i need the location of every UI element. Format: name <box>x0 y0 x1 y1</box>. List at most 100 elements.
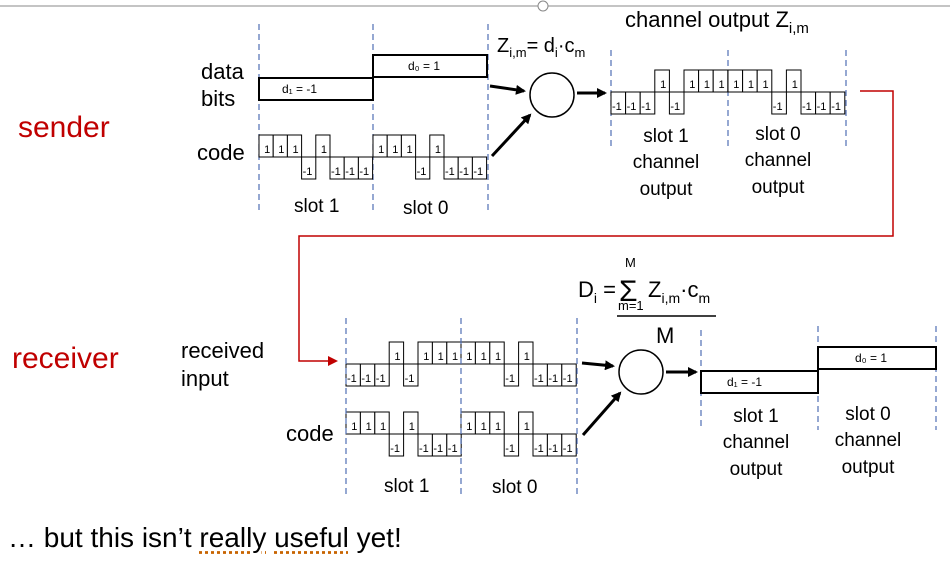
receiver-output-slot0-label: slot 0 channel output <box>835 404 902 478</box>
chip-value: 1 <box>293 144 299 156</box>
chip-value: 1 <box>660 79 666 91</box>
receiver-code-arrow <box>581 391 622 436</box>
chip-value: 1 <box>524 351 530 363</box>
chip-value: -1 <box>303 166 313 178</box>
sender-code-arrow <box>490 113 532 158</box>
svg-text:slot 0: slot 0 <box>845 404 890 425</box>
receiver-input-wave-slot0: 1 1 1-11-1 -1 -1 <box>460 341 577 387</box>
svg-text:channel: channel <box>723 432 790 453</box>
chip-value: -1 <box>459 166 469 178</box>
svg-text:Σ: Σ <box>619 275 638 308</box>
chip-value: 1 <box>524 421 530 433</box>
chip-value: 1 <box>392 144 398 156</box>
code-label-receiver: code <box>286 421 334 446</box>
footnote-suffix: yet! <box>348 522 402 553</box>
chip-value: -1 <box>347 373 357 385</box>
sender-channel-output-slot1: -1 -1 -11-11 1 1 <box>610 69 729 115</box>
chip-value: -1 <box>345 166 355 178</box>
chip-value: -1 <box>448 443 458 455</box>
chip-value: -1 <box>505 443 515 455</box>
svg-text:channel: channel <box>835 430 902 451</box>
chip-value: 1 <box>423 351 429 363</box>
chip-value: -1 <box>802 101 812 113</box>
receiver-integrator-circle <box>618 349 664 395</box>
received-input-label-line1: received <box>181 338 264 363</box>
chip-value: -1 <box>433 443 443 455</box>
chip-value: 1 <box>409 421 415 433</box>
chip-value: 1 <box>438 351 444 363</box>
chip-value: 1 <box>380 421 386 433</box>
sender-d0-label: d₀ = 1 <box>408 59 440 73</box>
chip-value: -1 <box>548 443 558 455</box>
footnote-space <box>266 522 274 553</box>
chip-value: 1 <box>452 351 458 363</box>
svg-text:slot 1: slot 1 <box>733 406 778 427</box>
chip-value: -1 <box>417 166 427 178</box>
svg-text:channel: channel <box>745 150 812 171</box>
sender-output-slot1-label: slot 1 channel output <box>633 126 700 200</box>
chip-value: -1 <box>817 101 827 113</box>
receiver-code-wave-slot1: 1 1 1-11-1 -1 -1 <box>345 411 462 457</box>
slide-handle-icon <box>537 0 549 12</box>
data-bits-label-line1: data <box>201 59 245 84</box>
chip-value: 1 <box>748 79 754 91</box>
chip-value: -1 <box>773 101 783 113</box>
chip-value: 1 <box>719 79 725 91</box>
chip-value: 1 <box>495 421 501 433</box>
chip-value: 1 <box>466 351 472 363</box>
sender-code-wave-slot0: 1 1 1-11-1 -1 -1 <box>372 134 488 180</box>
svg-text:output: output <box>752 177 806 198</box>
footnote-prefix: … but this isn’t <box>8 522 200 553</box>
chip-value: -1 <box>534 443 544 455</box>
sender-data-bit-d1 <box>258 77 374 101</box>
chip-value: -1 <box>473 166 483 178</box>
chip-value: 1 <box>466 421 472 433</box>
chip-value: -1 <box>534 373 544 385</box>
chip-value: -1 <box>505 373 515 385</box>
sender-d1-label: d₁ = -1 <box>282 82 317 96</box>
receiver-input-wave-slot1: -1 -1 -11-11 1 1 <box>345 341 462 387</box>
chip-value: 1 <box>378 144 384 156</box>
svg-text:output: output <box>730 459 784 480</box>
chip-value: -1 <box>548 373 558 385</box>
chip-value: 1 <box>366 421 372 433</box>
sender-label: sender <box>18 111 110 144</box>
sender-data-arrow <box>489 84 526 95</box>
chip-value: -1 <box>445 166 455 178</box>
receiver-slot0-label: slot 0 <box>492 477 537 498</box>
receiver-output-slot1-label: slot 1 channel output <box>723 406 790 480</box>
chip-value: -1 <box>641 101 651 113</box>
svg-text:slot 0: slot 0 <box>755 124 800 145</box>
svg-text:channel: channel <box>633 152 700 173</box>
sender-slot1-label: slot 1 <box>294 196 339 217</box>
waveforms: 1 1 1-11-1 -1 -11 1 1-11-1 -1 -1-1 -1 -11-11 1 1 1 1 1-… <box>258 69 846 457</box>
chip-value: 1 <box>264 144 270 156</box>
svg-text:output: output <box>842 457 896 478</box>
chip-value: -1 <box>831 101 841 113</box>
chip-value: -1 <box>376 373 386 385</box>
chip-value: -1 <box>563 443 573 455</box>
chip-value: -1 <box>390 443 400 455</box>
receiver-slot1-label: slot 1 <box>384 476 429 497</box>
received-input-label-line2: input <box>181 366 229 391</box>
sender-output-slot0-label: slot 0 channel output <box>745 124 812 198</box>
receiver-output-bit-d1 <box>700 370 819 394</box>
chip-value: 1 <box>481 421 487 433</box>
chip-value: -1 <box>361 373 371 385</box>
chip-value: 1 <box>689 79 695 91</box>
sender-channel-output-slot0: 1 1 1-11-1 -1 -1 <box>727 69 846 115</box>
chip-value: 1 <box>278 144 284 156</box>
chip-value: 1 <box>481 351 487 363</box>
svg-text:m=1: m=1 <box>618 298 644 313</box>
chip-value: 1 <box>351 421 357 433</box>
footnote: … but this isn’t really useful yet! <box>8 522 402 554</box>
channel-output-title: channel output Zi,m <box>625 7 809 37</box>
svg-text:output: output <box>640 179 694 200</box>
receiver-input-arrow <box>581 360 615 371</box>
chip-value: -1 <box>331 166 341 178</box>
svg-text:Di =: Di = <box>578 277 616 306</box>
sender-multiplier-circle <box>529 72 575 118</box>
chip-value: 1 <box>394 351 400 363</box>
chip-value: -1 <box>359 166 369 178</box>
